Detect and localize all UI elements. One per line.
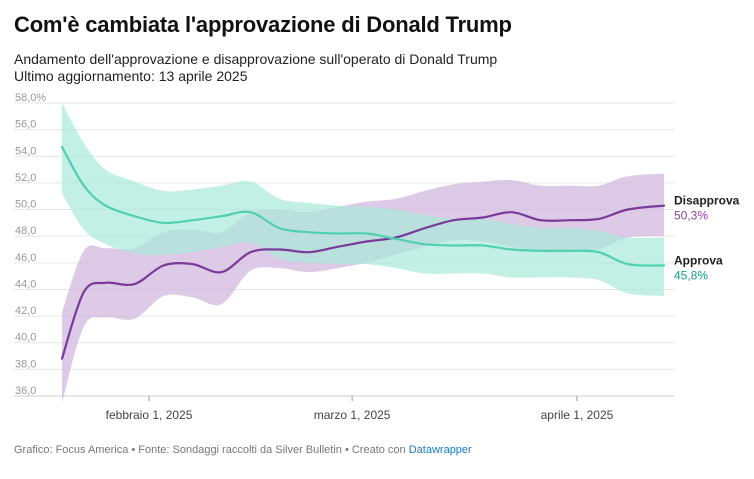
x-axis-ticks: febbraio 1, 2025 marzo 1, 2025 aprile 1, 2…	[106, 396, 614, 422]
y-tick-label: 54,0	[15, 145, 36, 157]
x-tick-label: aprile 1, 2025	[541, 408, 614, 422]
chart-subtitle: Andamento dell'approvazione e disapprova…	[14, 51, 497, 85]
disapprove-line	[60, 204, 666, 360]
x-tick-label: marzo 1, 2025	[314, 408, 391, 422]
approve-value: 45,8%	[674, 268, 708, 282]
chart-title: Com'è cambiata l'approvazione di Donald …	[14, 12, 512, 37]
y-axis-ticks: 36,0 38,0 40,0 42,0 44,0 46,0 48,0 50,0 52,0 54,0…	[15, 92, 46, 397]
confidence-bands	[62, 103, 664, 403]
datawrapper-link[interactable]: Datawrapper	[408, 444, 472, 456]
y-tick-label: 44,0	[15, 278, 36, 290]
y-tick-label: 50,0	[15, 199, 36, 211]
y-tick-label: 48,0	[15, 225, 36, 237]
series-lines	[60, 145, 666, 360]
y-tick-label: 52,0	[15, 172, 36, 184]
y-tick-label: 36,0	[15, 385, 36, 397]
y-tick-label: 40,0	[15, 332, 36, 344]
x-tick-label: febbraio 1, 2025	[106, 408, 193, 422]
y-tick-label: 58,0%	[15, 92, 46, 104]
disapprove-label: Disapprova	[674, 194, 740, 208]
chart-footer: Grafico: Focus America • Fonte: Sondaggi…	[14, 444, 472, 456]
approve-label: Approva	[674, 253, 723, 267]
subtitle-description: Andamento dell'approvazione e disapprova…	[14, 51, 498, 67]
y-tick-label: 56,0	[15, 119, 36, 131]
y-tick-label: 42,0	[15, 305, 36, 317]
footer-credit: Grafico: Focus America • Fonte: Sondaggi…	[14, 444, 406, 456]
y-tick-label: 46,0	[15, 252, 36, 264]
subtitle-updated: Ultimo aggiornamento: 13 aprile 2025	[14, 68, 248, 84]
approve-band	[62, 103, 664, 297]
disapprove-value: 50,3%	[674, 209, 708, 223]
approve-line	[60, 145, 666, 267]
y-tick-label: 38,0	[15, 358, 36, 370]
